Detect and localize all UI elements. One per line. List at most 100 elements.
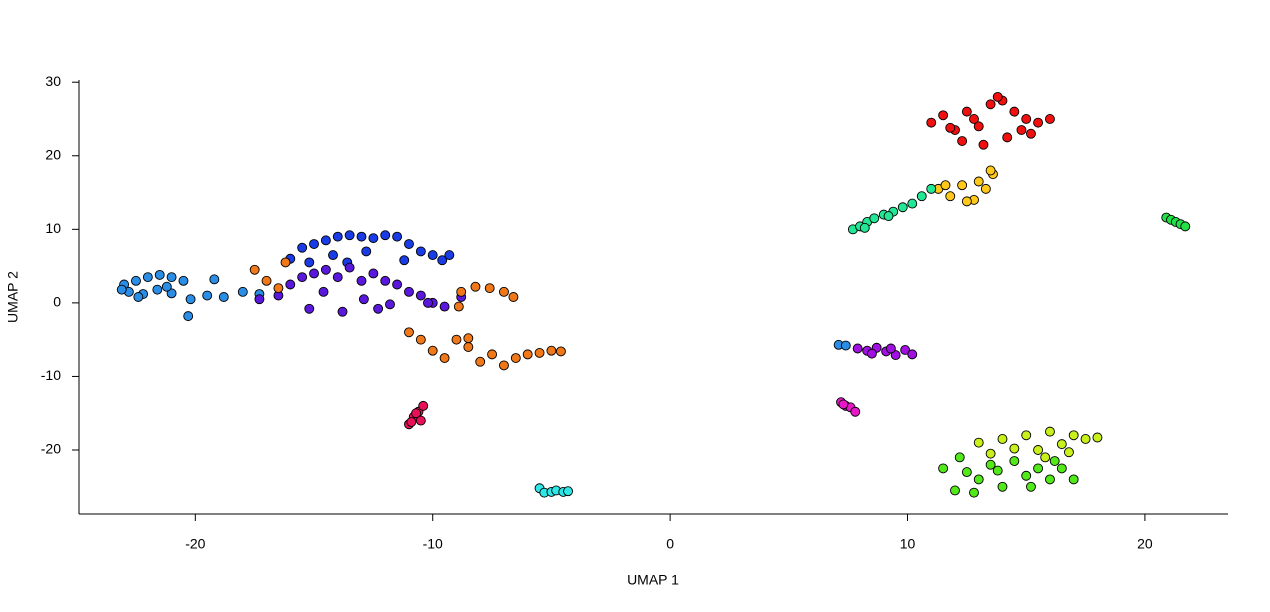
point [1180, 221, 1191, 232]
y-tick-label: -20 [41, 441, 61, 457]
point [456, 286, 467, 297]
point [985, 99, 996, 110]
point [368, 268, 379, 279]
point [954, 452, 965, 463]
point [154, 269, 165, 280]
x-tick-label: -20 [185, 536, 205, 552]
point [385, 299, 395, 310]
point [356, 275, 367, 286]
x-axis-label: UMAP 1 [627, 572, 679, 588]
point [209, 274, 220, 285]
point [1068, 474, 1079, 485]
point [997, 481, 1008, 492]
point [1021, 114, 1032, 124]
point [297, 242, 308, 253]
point [406, 417, 417, 428]
x-tick-label: 10 [900, 536, 916, 552]
point [273, 283, 284, 294]
point [309, 239, 319, 249]
point [178, 275, 189, 286]
point [980, 183, 991, 194]
point [254, 294, 265, 305]
point [475, 356, 486, 367]
point [332, 272, 343, 283]
point [973, 176, 984, 187]
point [1016, 125, 1027, 135]
point [985, 459, 996, 470]
y-tick-label: 0 [53, 294, 61, 310]
point [249, 264, 260, 275]
point [1009, 456, 1020, 466]
point [439, 301, 450, 312]
x-tick-label: -10 [423, 536, 443, 552]
point [859, 222, 870, 233]
point [1049, 456, 1060, 466]
point [890, 350, 901, 361]
point [392, 231, 403, 242]
point [152, 284, 163, 295]
point [1056, 439, 1067, 450]
point [897, 202, 908, 213]
point [453, 301, 464, 312]
point [916, 191, 927, 202]
point [380, 275, 391, 286]
point [304, 257, 315, 268]
point [484, 283, 495, 294]
point [309, 268, 319, 279]
point [1040, 452, 1051, 463]
point [1045, 426, 1055, 437]
y-tick-label: 20 [45, 146, 61, 162]
point [318, 286, 329, 297]
point [261, 275, 272, 286]
point [883, 211, 894, 222]
point [439, 353, 450, 364]
point [907, 198, 918, 209]
point [869, 213, 880, 224]
y-axis-label: UMAP 2 [5, 271, 21, 323]
y-tick-label: 30 [45, 73, 61, 89]
point [332, 231, 343, 242]
point [938, 463, 949, 474]
point [185, 294, 196, 305]
point [997, 434, 1008, 444]
point [133, 292, 144, 302]
point [961, 106, 972, 117]
point [852, 343, 863, 354]
point [166, 272, 177, 283]
point [344, 262, 355, 273]
point [1045, 114, 1055, 124]
point [423, 297, 433, 308]
point [285, 279, 296, 290]
point [1068, 430, 1079, 441]
point [373, 303, 384, 314]
point [850, 406, 861, 417]
point [498, 360, 509, 371]
point [427, 250, 438, 261]
y-tick-label: 10 [45, 220, 61, 236]
point [992, 91, 1003, 102]
point [116, 284, 127, 295]
point [961, 467, 972, 478]
point [380, 230, 391, 241]
point [555, 346, 566, 357]
y-tick-label: -10 [41, 367, 61, 383]
point [840, 340, 851, 351]
point [1056, 463, 1067, 474]
point [361, 246, 372, 257]
point [498, 286, 509, 297]
point [957, 180, 968, 191]
point [356, 231, 367, 242]
point [945, 191, 956, 202]
point [415, 246, 426, 257]
point [1021, 470, 1032, 481]
point [218, 292, 229, 302]
point [1009, 106, 1020, 117]
point [1033, 117, 1044, 128]
point [444, 250, 455, 261]
point [1026, 481, 1036, 492]
point [183, 311, 194, 322]
point [969, 114, 979, 124]
point [985, 448, 996, 459]
point [1045, 474, 1055, 485]
